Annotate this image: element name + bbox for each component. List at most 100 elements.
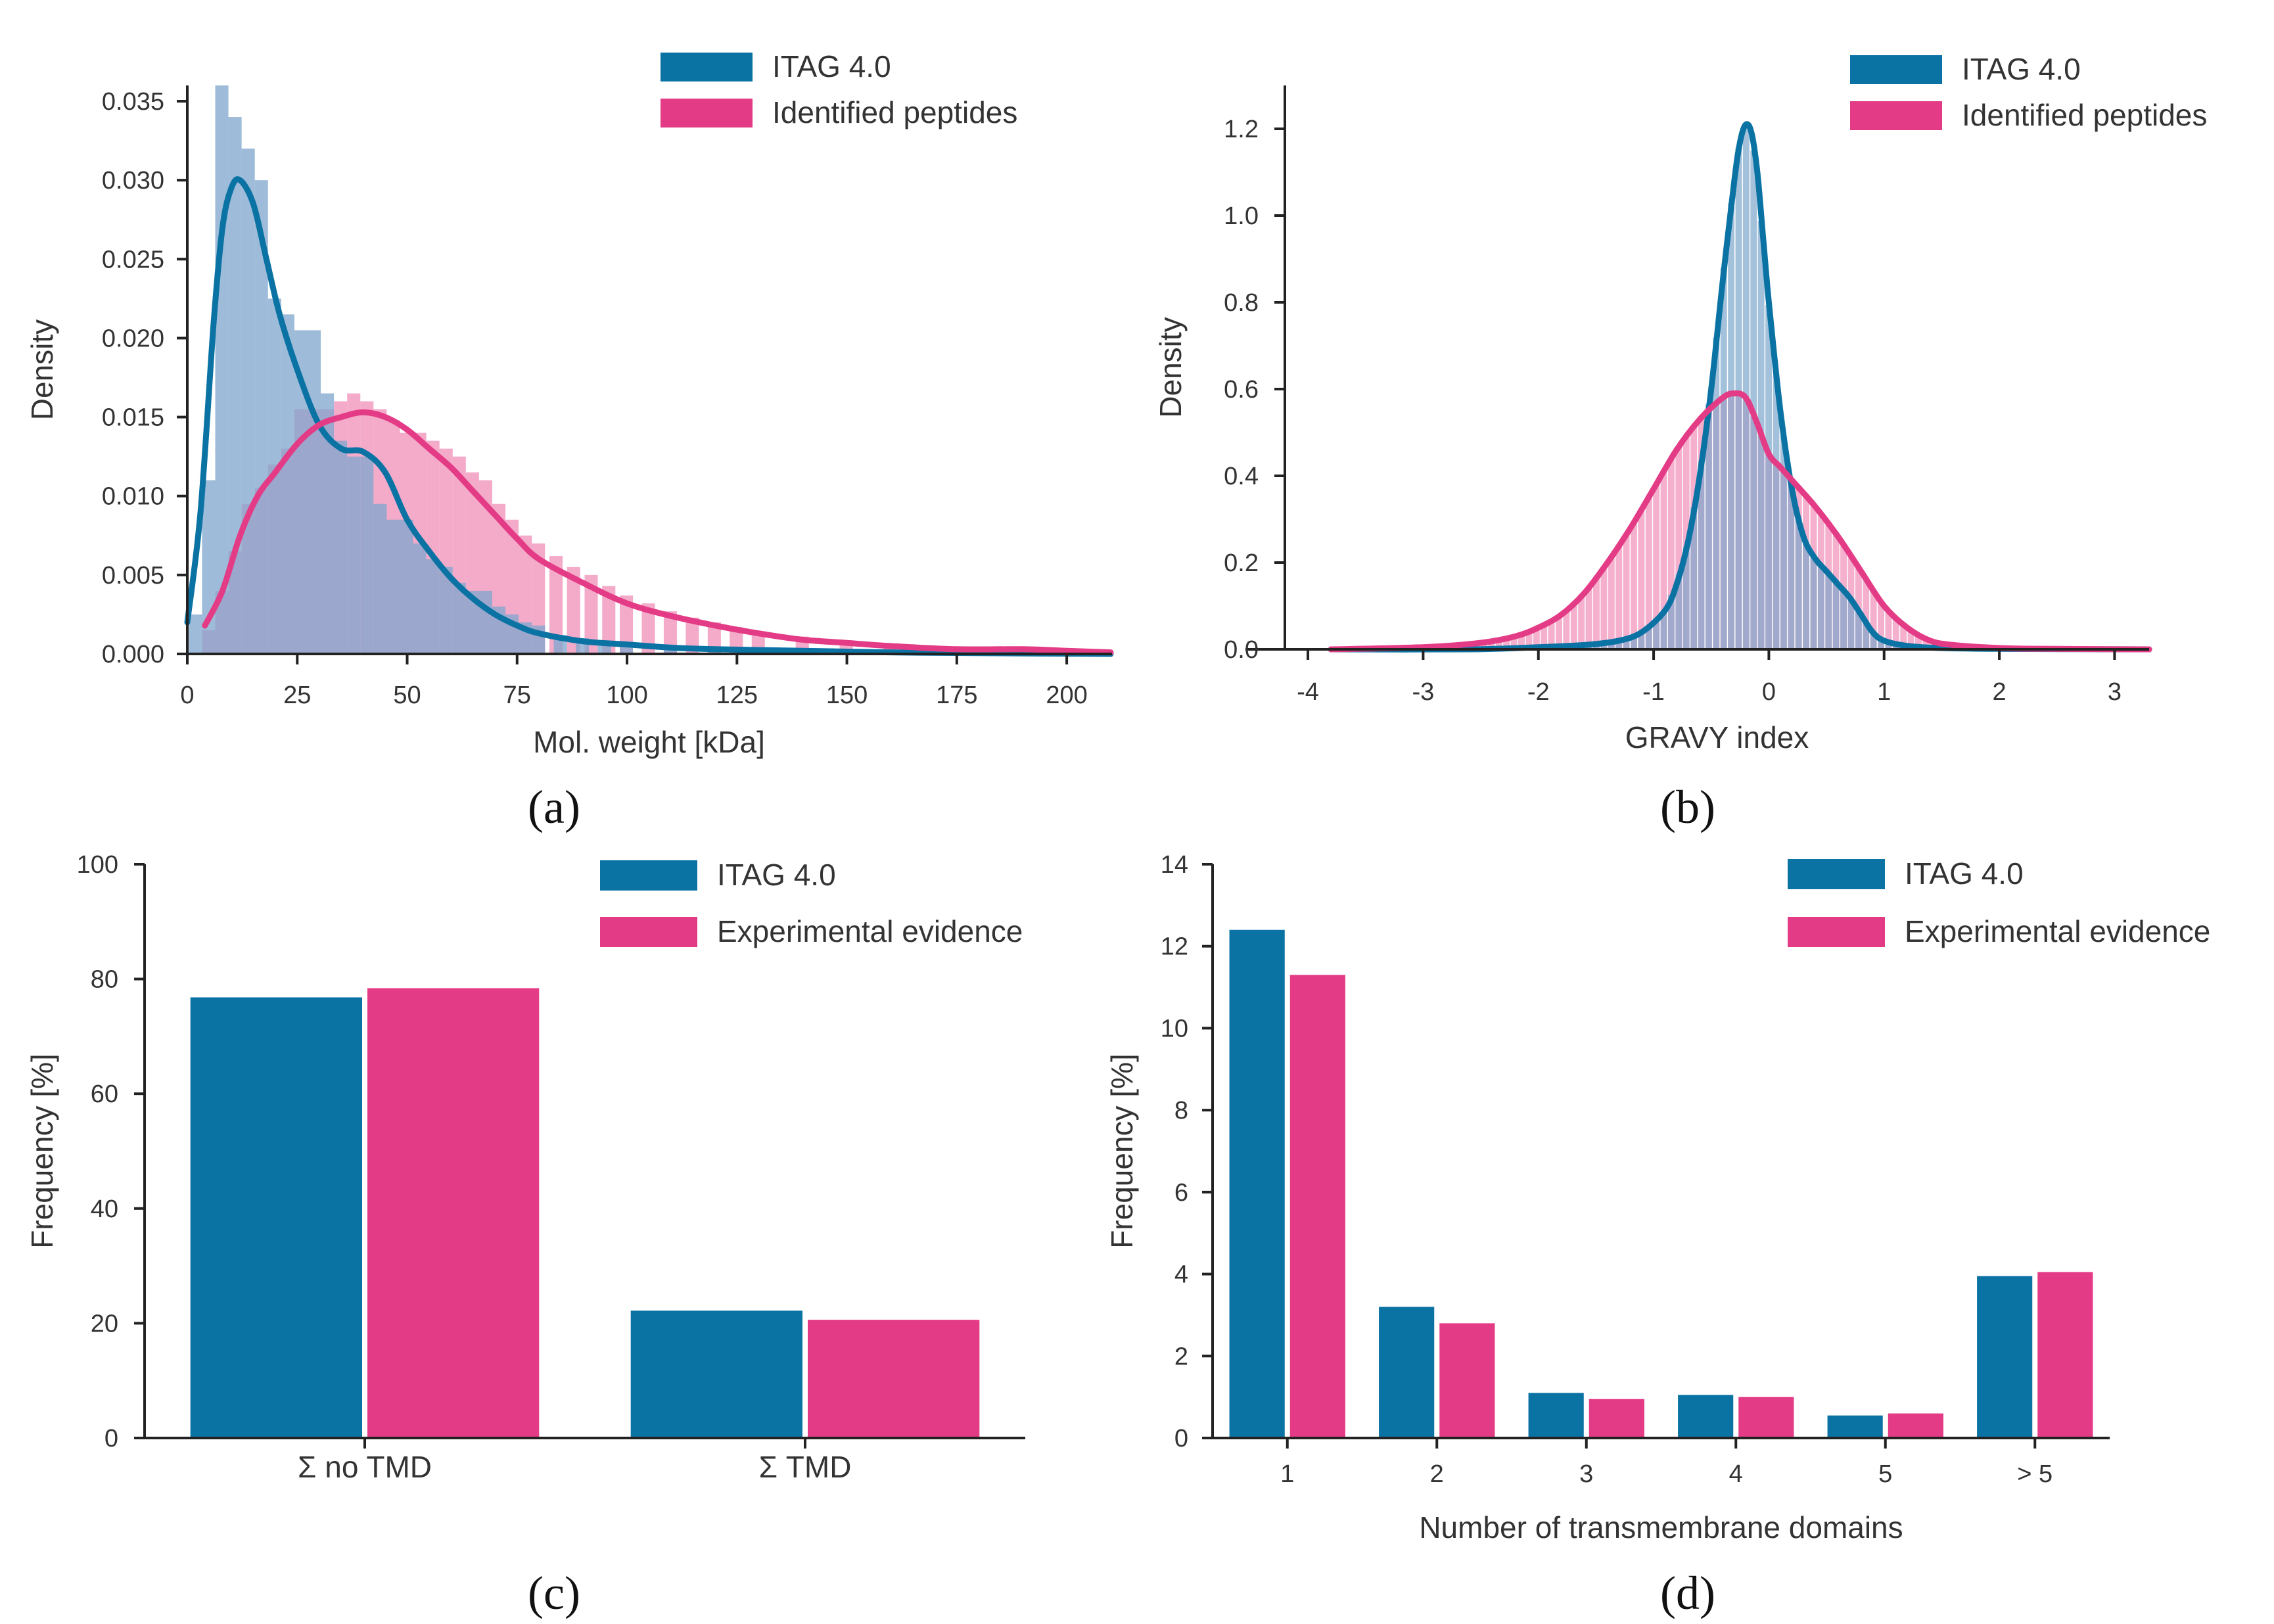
x-tick-label: 150 <box>826 682 868 709</box>
x-tick-label: 0 <box>1762 678 1776 706</box>
panel-c-label: (c) <box>528 1567 580 1619</box>
legend-label: ITAG 4.0 <box>1905 856 2024 891</box>
hist-bar <box>1623 533 1630 649</box>
hist-bar <box>1750 151 1757 649</box>
hist-bar <box>1863 579 1870 649</box>
x-tick-label: 0 <box>180 682 194 709</box>
hist-bar <box>1803 542 1810 649</box>
hist-bar <box>1728 203 1735 650</box>
hist-bar <box>707 622 721 654</box>
hist-bar <box>1638 509 1645 649</box>
hist-bar <box>1481 642 1487 649</box>
y-tick-label: 1.0 <box>1224 202 1259 230</box>
hist-bar <box>1855 611 1862 649</box>
hist-bar <box>426 559 440 654</box>
hist-bar <box>1907 630 1914 649</box>
hist-bar <box>478 590 492 654</box>
legend-swatch <box>661 99 753 128</box>
x-axis-label: Number of transmembrane domains <box>1419 1510 1903 1544</box>
y-tick-label: 14 <box>1161 851 1188 879</box>
hist-bar <box>1660 611 1667 649</box>
x-tick-label: 125 <box>716 682 758 709</box>
x-tick-label: 1 <box>1877 678 1891 706</box>
hist-bar <box>1705 404 1712 649</box>
panel-c: Σ no TMD Σ TMD 0 20 40 60 80 100 Frequency [%] IT… <box>25 851 1025 1619</box>
hist-bar <box>1795 519 1802 649</box>
bar-experimental <box>1439 1323 1495 1438</box>
y-tick-label: 80 <box>91 966 118 994</box>
y-tick-label: 0.2 <box>1224 549 1259 577</box>
hist-bar <box>1698 460 1705 649</box>
hist-bar <box>685 617 699 654</box>
legend-swatch <box>600 917 697 947</box>
hist-bar <box>1682 546 1690 649</box>
hist-bar <box>549 556 563 654</box>
legend-swatch <box>1788 859 1885 889</box>
hist-bar <box>228 117 242 655</box>
bar-experimental <box>808 1320 980 1438</box>
hist-bar <box>1780 436 1787 649</box>
legend-label: Experimental evidence <box>1905 914 2210 948</box>
hist-bar <box>215 85 229 654</box>
x-axis-label: Mol. weight [kDa] <box>533 725 765 759</box>
hist-bar <box>1631 521 1637 649</box>
hist-bar <box>307 330 321 654</box>
bar-experimental <box>2037 1272 2093 1438</box>
y-tick-label: 0 <box>104 1425 118 1452</box>
y-tick-label: 1.2 <box>1224 116 1259 143</box>
hist-bar <box>1840 591 1847 649</box>
hist-bar <box>1690 507 1698 649</box>
hist-bar <box>1885 641 1892 649</box>
hist-bar <box>1556 615 1562 649</box>
hist-bar <box>663 647 677 654</box>
x-tick-label: 3 <box>2108 678 2122 706</box>
hist-bar <box>1713 337 1720 649</box>
hist-bar <box>1585 586 1592 649</box>
x-tick-label: 175 <box>936 682 977 709</box>
hist-bar <box>1615 640 1623 649</box>
legend-swatch <box>1788 917 1885 947</box>
hist-bar <box>294 330 308 654</box>
hist-bar <box>1495 639 1502 649</box>
hist-bar <box>1653 483 1660 649</box>
hist-bar <box>1645 496 1652 649</box>
hist-bar <box>1645 625 1652 649</box>
hist-bar <box>641 603 655 654</box>
hist-bar <box>452 582 466 654</box>
hist-bar <box>281 314 294 654</box>
hist-bar <box>1675 574 1682 649</box>
x-axis-label: GRAVY index <box>1625 720 1809 754</box>
y-tick-label: 0.035 <box>102 88 164 116</box>
hist-bar <box>1578 595 1585 649</box>
hist-bar <box>1548 620 1555 649</box>
hist-bar <box>1503 638 1510 649</box>
hist-bar <box>1922 638 1930 649</box>
x-tick-label: -3 <box>1412 678 1435 706</box>
category-label: Σ no TMD <box>298 1450 432 1484</box>
y-tick-label: 40 <box>91 1195 118 1223</box>
hist-bar <box>413 543 427 654</box>
hist-bar <box>1510 636 1518 649</box>
category-label: 1 <box>1280 1460 1294 1488</box>
hist-bar <box>1675 446 1682 649</box>
hist-bar <box>663 611 677 654</box>
category-label: 3 <box>1579 1460 1593 1488</box>
x-tick-label: 100 <box>606 682 647 709</box>
y-tick-label: 0.8 <box>1224 289 1259 317</box>
hist-bar <box>1892 617 1899 649</box>
hist-bar <box>1667 595 1675 649</box>
panel-a-plot-area: 0.000 0.005 0.010 0.015 0.020 0.025 0.030 0.035… <box>25 49 1114 759</box>
panel-d-label: (d) <box>1660 1567 1715 1619</box>
legend-label: Identified peptides <box>1962 98 2207 132</box>
y-tick-label: 20 <box>91 1310 118 1337</box>
y-tick-label: 100 <box>77 851 118 879</box>
x-tick-label: 25 <box>283 682 311 709</box>
hist-bar <box>1631 635 1637 649</box>
hist-bar <box>1638 632 1645 649</box>
hist-bar <box>334 440 348 654</box>
bar-itag <box>1827 1415 1883 1438</box>
y-tick-label: 0.010 <box>102 483 164 511</box>
bar-itag <box>1528 1393 1584 1438</box>
